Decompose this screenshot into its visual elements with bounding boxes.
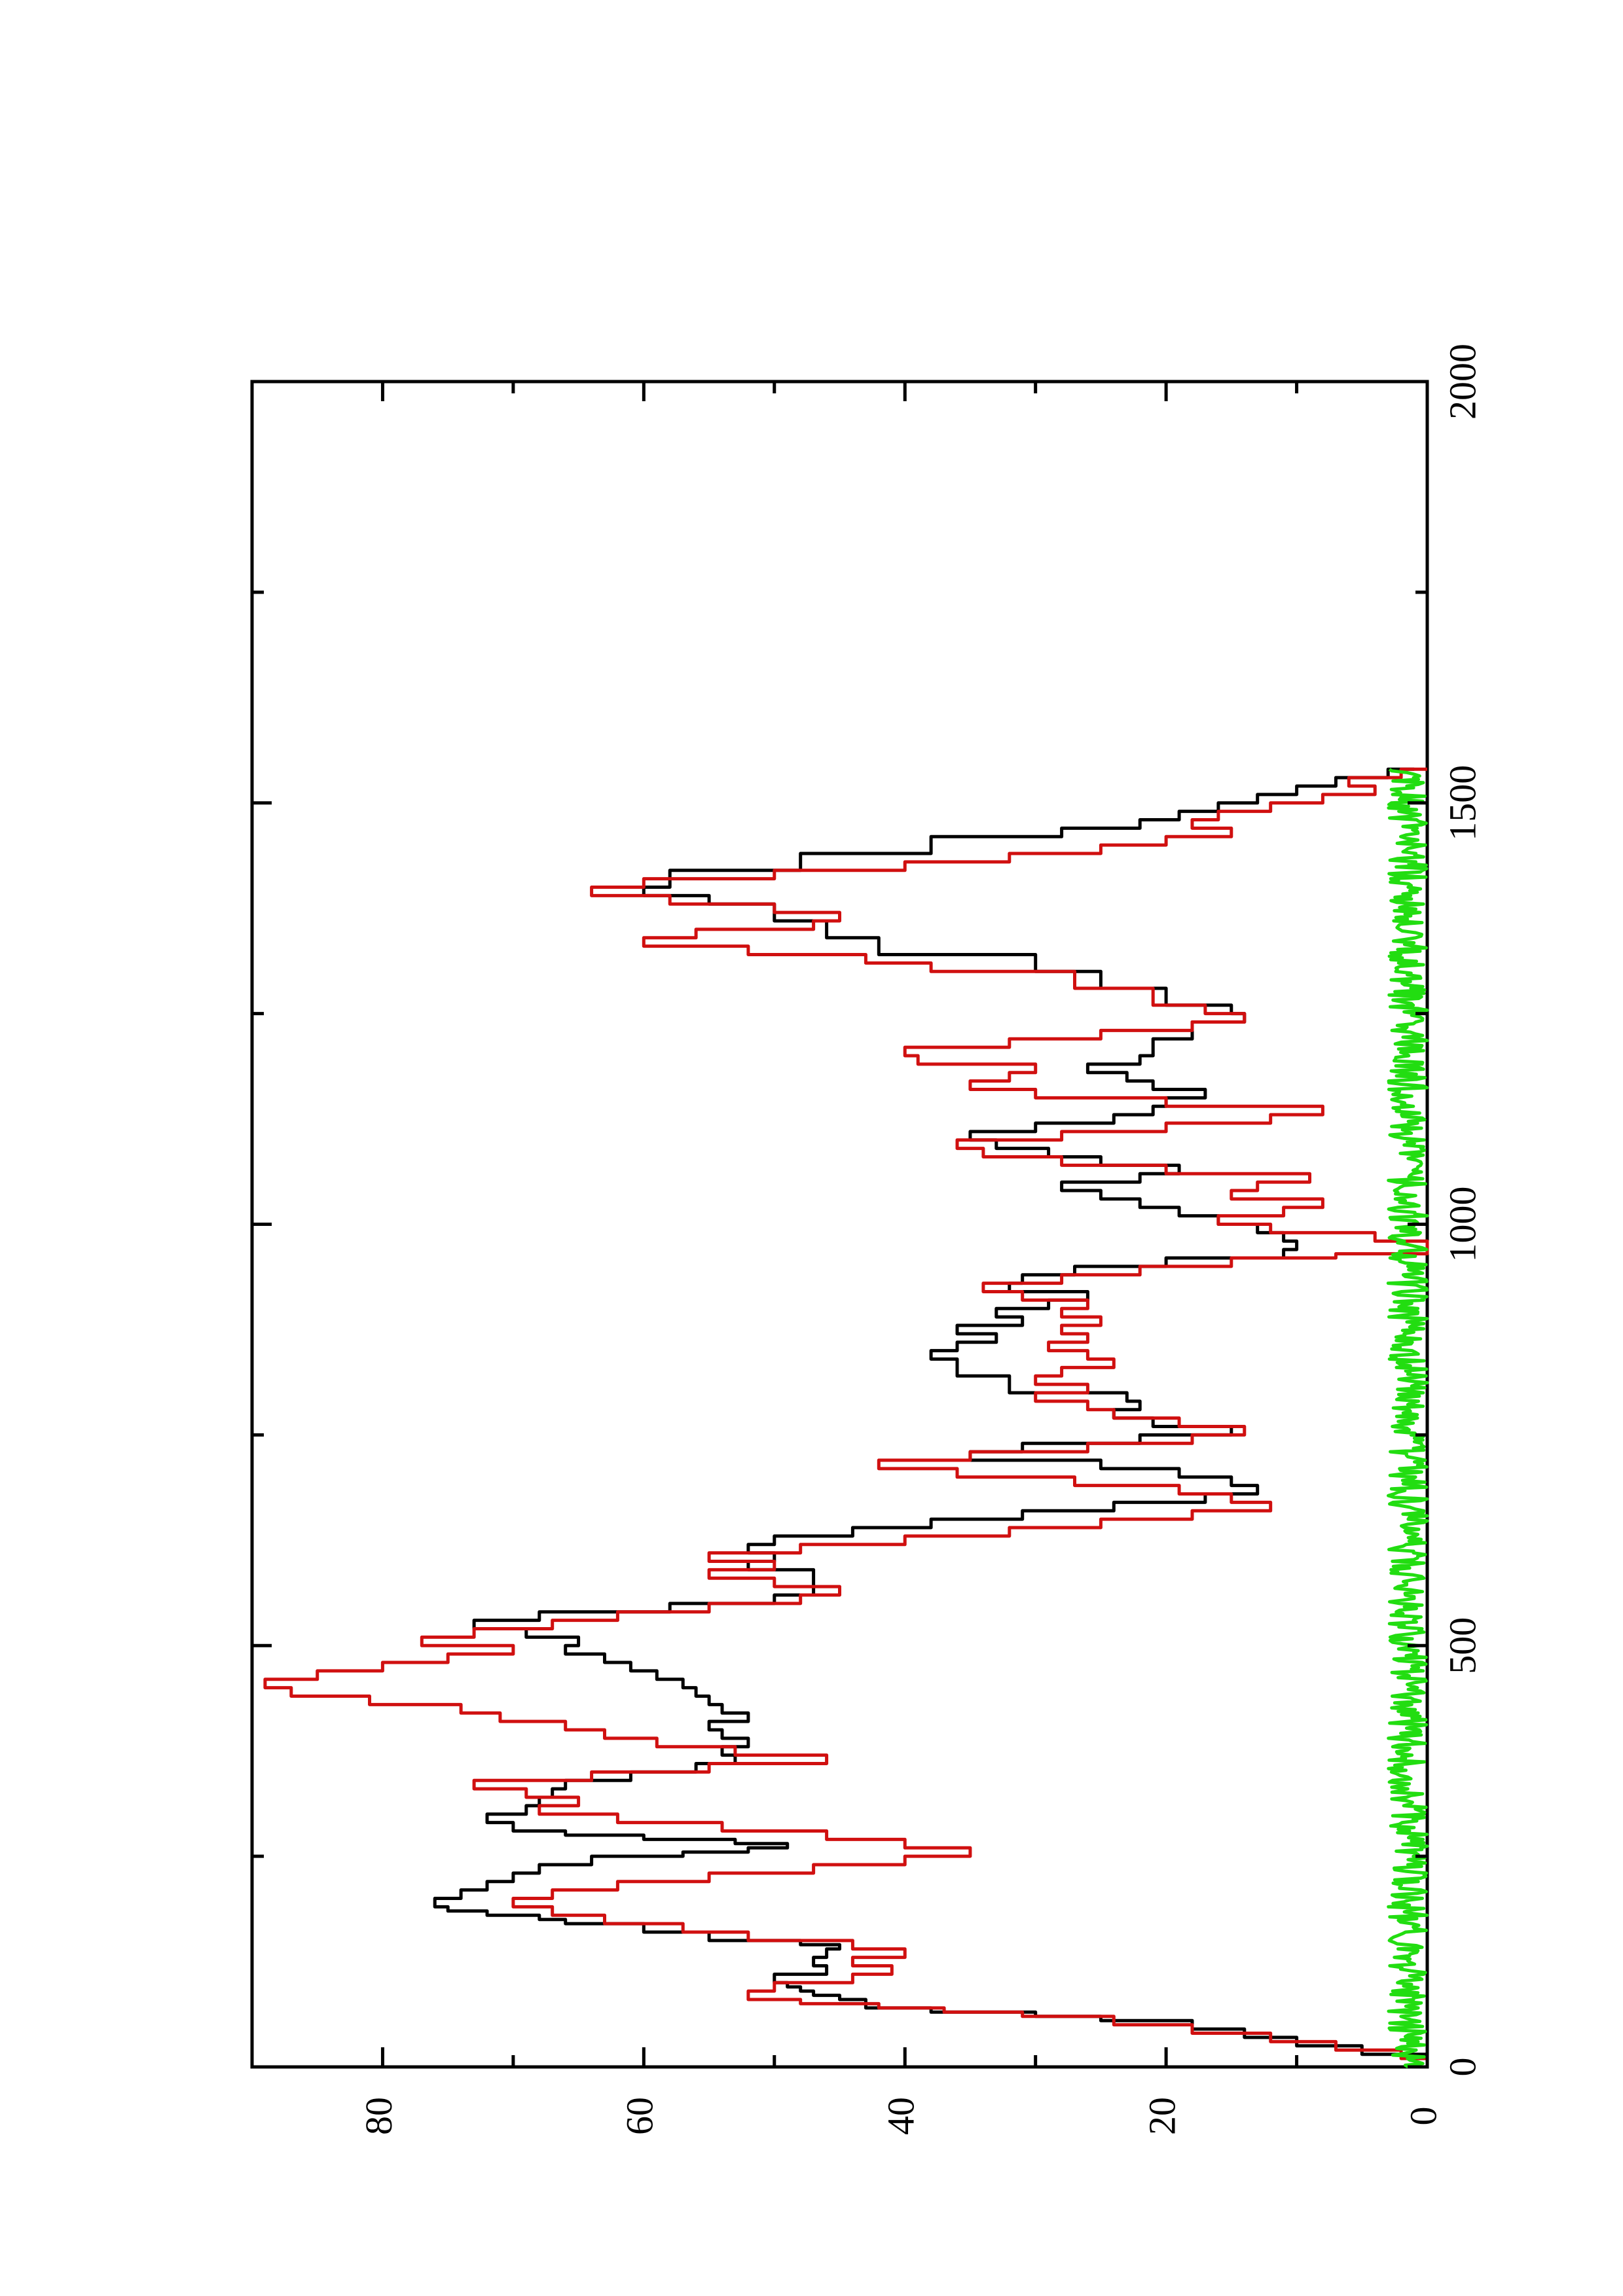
x-tick-label: 2000 — [1441, 344, 1484, 420]
y-tick-label: 80 — [357, 2097, 400, 2135]
series-layer — [263, 767, 1429, 2069]
y-tick-label: 60 — [619, 2097, 661, 2135]
y-tick-label: 20 — [1140, 2097, 1183, 2135]
x-tick-label: 0 — [1441, 2058, 1484, 2077]
y-tick-label: 0 — [1402, 2107, 1444, 2126]
series-line-2 — [1386, 768, 1429, 2069]
x-tick-label: 1000 — [1441, 1187, 1484, 1263]
axis-tick-labels: 0 500 1000 1500 2000 0 20 40 60 80 — [357, 344, 1484, 2135]
x-tick-label: 500 — [1441, 1617, 1484, 1674]
series-line-1 — [263, 767, 1429, 2067]
axis-ticks — [250, 380, 1429, 2069]
series-line-0 — [433, 767, 1429, 2067]
y-tick-label: 40 — [880, 2097, 922, 2135]
x-tick-label: 1500 — [1441, 765, 1484, 841]
